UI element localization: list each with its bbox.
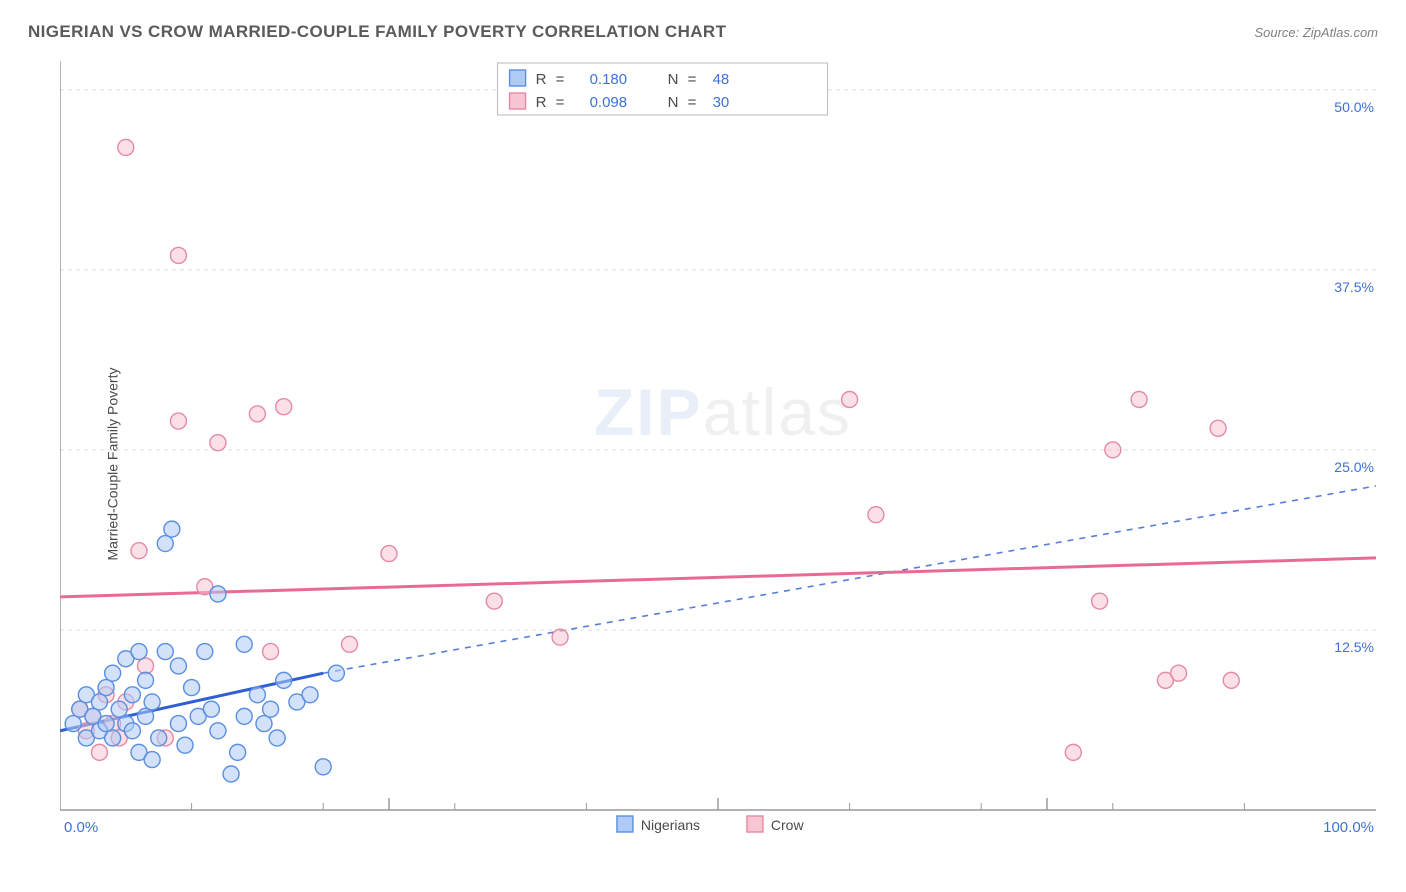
scatter-point-nigerians	[144, 752, 160, 768]
scatter-point-crow	[1223, 672, 1239, 688]
legend-eq: =	[688, 71, 697, 88]
x-left-label: 0.0%	[64, 819, 98, 836]
x-right-label: 100.0%	[1323, 819, 1374, 836]
legend-label-nigerians: Nigerians	[641, 817, 700, 833]
trendline-nigerians-dashed	[323, 486, 1376, 673]
scatter-point-crow	[1210, 420, 1226, 436]
scatter-point-nigerians	[151, 730, 167, 746]
legend-eq: =	[556, 94, 565, 111]
scatter-point-nigerians	[170, 716, 186, 732]
chart-title: NIGERIAN VS CROW MARRIED-COUPLE FAMILY P…	[28, 22, 726, 42]
scatter-point-nigerians	[98, 680, 114, 696]
scatter-point-nigerians	[249, 687, 265, 703]
legend-r-value-crow: 0.098	[590, 94, 628, 111]
scatter-point-nigerians	[315, 759, 331, 775]
legend-r-label: R	[536, 71, 547, 88]
scatter-point-crow	[842, 391, 858, 407]
scatter-point-nigerians	[223, 766, 239, 782]
legend-n-label: N	[668, 94, 679, 111]
scatter-point-crow	[381, 546, 397, 562]
scatter-point-crow	[1105, 442, 1121, 458]
scatter-point-crow	[1092, 593, 1108, 609]
scatter-point-nigerians	[131, 644, 147, 660]
y-tick-label: 50.0%	[1334, 99, 1374, 115]
scatter-point-crow	[552, 629, 568, 645]
scatter-point-crow	[1171, 665, 1187, 681]
scatter-point-nigerians	[144, 694, 160, 710]
scatter-point-nigerians	[91, 694, 107, 710]
trendline-crow	[60, 558, 1376, 597]
legend-n-value-crow: 30	[713, 94, 730, 111]
scatter-point-nigerians	[256, 716, 272, 732]
legend-swatch-nigerians	[510, 70, 526, 86]
scatter-point-crow	[91, 744, 107, 760]
scatter-point-nigerians	[177, 737, 193, 753]
scatter-point-nigerians	[65, 716, 81, 732]
scatter-point-nigerians	[236, 636, 252, 652]
legend-n-value-nigerians: 48	[713, 71, 730, 88]
plot-area: 12.5% 25.0% 37.5% 50.0% ZIPatlas R = 0.180 N = 48 R…	[60, 61, 1386, 840]
scatter-point-nigerians	[276, 672, 292, 688]
scatter-point-crow	[486, 593, 502, 609]
legend-swatch-crow-bottom	[747, 816, 763, 832]
scatter-point-crow	[1131, 391, 1147, 407]
scatter-point-nigerians	[184, 680, 200, 696]
legend-swatch-crow	[510, 93, 526, 109]
scatter-point-nigerians	[124, 687, 140, 703]
scatter-point-crow	[249, 406, 265, 422]
scatter-point-nigerians	[263, 701, 279, 717]
y-tick-label: 12.5%	[1334, 639, 1374, 655]
scatter-point-crow	[170, 413, 186, 429]
scatter-point-nigerians	[302, 687, 318, 703]
scatter-point-crow	[1065, 744, 1081, 760]
y-tick-label: 37.5%	[1334, 279, 1374, 295]
scatter-point-nigerians	[105, 665, 121, 681]
scatter-point-crow	[342, 636, 358, 652]
scatter-point-nigerians	[105, 730, 121, 746]
scatter-point-nigerians	[98, 716, 114, 732]
scatter-point-crow	[131, 543, 147, 559]
correlation-legend-box	[498, 63, 828, 115]
scatter-point-crow	[118, 139, 134, 155]
scatter-point-nigerians	[157, 644, 173, 660]
scatter-point-crow	[138, 658, 154, 674]
scatter-point-nigerians	[138, 672, 154, 688]
legend-label-crow: Crow	[771, 817, 805, 833]
scatter-point-crow	[276, 399, 292, 415]
scatter-point-nigerians	[111, 701, 127, 717]
legend-eq: =	[688, 94, 697, 111]
scatter-point-nigerians	[124, 723, 140, 739]
scatter-point-nigerians	[157, 536, 173, 552]
scatter-point-nigerians	[328, 665, 344, 681]
scatter-point-nigerians	[230, 744, 246, 760]
legend-r-label: R	[536, 94, 547, 111]
scatter-point-crow	[263, 644, 279, 660]
scatter-point-nigerians	[210, 586, 226, 602]
legend-n-label: N	[668, 71, 679, 88]
scatter-point-crow	[868, 507, 884, 523]
chart-container: Married-Couple Family Poverty 12.5%25.0%…	[28, 56, 1386, 872]
scatter-point-nigerians	[170, 658, 186, 674]
scatter-point-nigerians	[138, 708, 154, 724]
scatter-point-nigerians	[210, 723, 226, 739]
legend-eq: =	[556, 71, 565, 88]
y-tick-label: 25.0%	[1334, 459, 1374, 475]
legend-swatch-nigerians-bottom	[617, 816, 633, 832]
scatter-point-nigerians	[164, 521, 180, 537]
scatter-point-crow	[210, 435, 226, 451]
watermark-text: ZIPatlas	[594, 375, 852, 449]
scatter-point-nigerians	[236, 708, 252, 724]
scatter-point-nigerians	[203, 701, 219, 717]
scatter-point-crow	[170, 247, 186, 263]
scatter-point-nigerians	[269, 730, 285, 746]
legend-r-value-nigerians: 0.180	[590, 71, 628, 88]
scatter-point-nigerians	[197, 644, 213, 660]
source-attribution: Source: ZipAtlas.com	[1254, 25, 1378, 40]
